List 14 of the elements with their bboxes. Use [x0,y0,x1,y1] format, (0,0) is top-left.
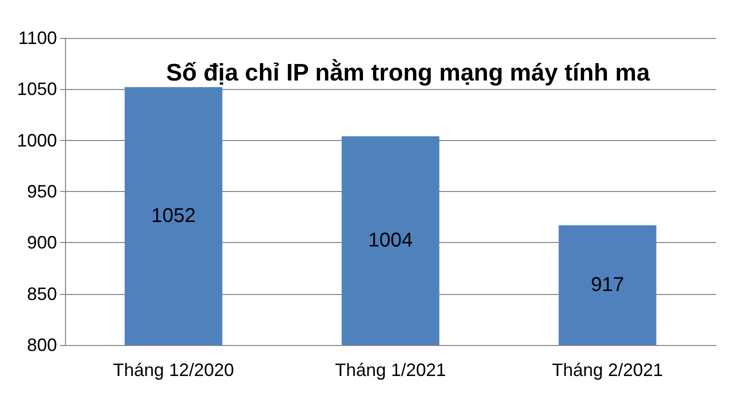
data-label: 1052 [151,205,196,228]
y-tick-label: 850 [26,284,57,304]
y-tick-label: 900 [26,232,57,253]
y-tick-label: 1000 [16,130,57,150]
data-label: 917 [590,274,624,296]
y-tick-label: 1100 [18,28,57,48]
data-label: 1004 [368,230,413,252]
y-tick-label: 1050 [16,79,57,100]
y-tick-label: 950 [26,182,57,202]
y-tick-label: 800 [26,335,57,355]
x-tick-label: Tháng 12/2020 [112,360,234,380]
text: Số địa chỉ IP nằm trong mạng máy tính ma [166,58,650,86]
x-tick-label: Tháng 2/2021 [552,360,664,380]
x-tick-label: Tháng 1/2021 [334,360,446,380]
